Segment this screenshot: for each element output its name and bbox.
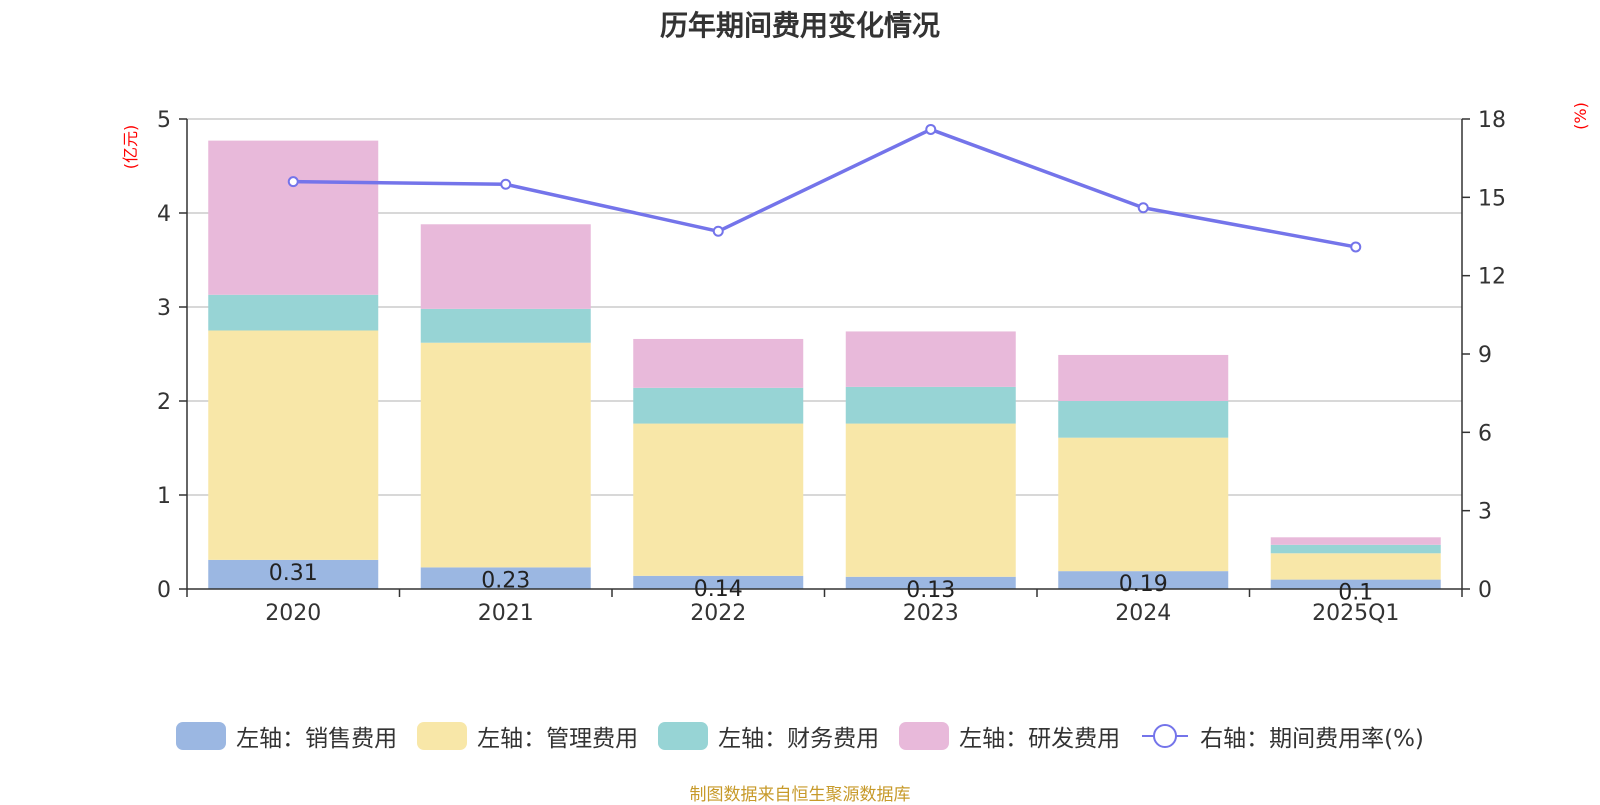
legend-item-rd[interactable]: 左轴：研发费用 [899,719,1120,753]
bars [208,140,1441,589]
bar-sales [208,559,379,589]
left-tick-label: 4 [157,202,171,227]
bar-admin [208,330,379,560]
legend-item-rate[interactable]: 右轴：期间费用率(%) [1140,719,1424,753]
legend-swatch-sales [176,722,227,750]
bar-finance [420,308,591,343]
grid-lines [187,118,1462,496]
rate-point [1137,202,1149,214]
bar-finance [208,294,379,331]
right-axis-unit: (%) [1571,102,1590,130]
bar-rd [420,224,591,309]
bar-sales [1058,571,1229,589]
right-tick-label: 12 [1478,265,1506,290]
rate-point [925,123,937,135]
left-tick-label: 5 [157,108,171,133]
legend-swatch-finance [658,722,709,750]
legend-swatch-admin [417,722,468,750]
x-tick-label: 2023 [903,601,959,626]
bar-sales [420,567,591,589]
bar-finance [633,387,804,424]
rate-line [287,123,1362,253]
rate-point [1350,241,1362,253]
bar-sales [633,575,804,589]
sales-data-label: 0.14 [694,577,743,602]
bar-admin [1270,553,1441,580]
left-tick-label: 1 [157,484,171,509]
legend-label-rate: 右轴：期间费用率(%) [1200,726,1424,752]
legend-item-admin[interactable]: 左轴：管理费用 [417,719,638,753]
data-labels: 0.31 0.23 0.14 0.13 0.19 0.1 [269,561,1373,606]
legend: 左轴：销售费用 左轴：管理费用 左轴：财务费用 左轴：研发费用 右轴：期间费用率… [0,719,1600,753]
right-tick-label: 6 [1478,421,1492,446]
legend-label-admin: 左轴：管理费用 [477,726,639,752]
bar-rd [1270,537,1441,545]
right-tick-label: 0 [1478,578,1492,603]
right-tick-label: 18 [1478,108,1506,133]
chart-title: 历年期间费用变化情况 [659,9,940,42]
sales-data-label: 0.1 [1338,581,1373,606]
bar-finance [845,386,1016,424]
left-tick-label: 3 [157,296,171,321]
right-tick-label: 9 [1478,343,1492,368]
legend-label-finance: 左轴：财务费用 [718,726,880,752]
bar-admin [845,423,1016,577]
left-tick-label: 2 [157,390,171,415]
x-tick-label: 2021 [478,601,534,626]
bar-finance [1058,401,1229,438]
x-tick-label: 2024 [1115,601,1171,626]
legend-label-sales: 左轴：销售费用 [236,726,398,752]
bar-rd [845,331,1016,387]
x-tick-label: 2020 [265,601,321,626]
sales-data-label: 0.13 [906,578,955,603]
x-tick-label: 2025Q1 [1312,601,1399,626]
legend-line-marker-icon [1142,724,1189,748]
sales-data-label: 0.23 [481,568,530,593]
legend-label-rd: 左轴：研发费用 [959,726,1121,752]
left-axis-unit: (亿元) [121,125,140,170]
x-tick-label: 2022 [690,601,746,626]
sales-data-label: 0.31 [269,561,318,586]
legend-item-finance[interactable]: 左轴：财务费用 [658,719,879,753]
legend-swatch-rd [899,722,950,750]
legend-item-sales[interactable]: 左轴：销售费用 [176,719,397,753]
bar-rd [208,140,379,295]
rate-point [712,225,724,237]
bar-admin [420,342,591,568]
rate-polyline [293,127,1357,249]
right-tick-label: 3 [1478,500,1492,525]
bar-sales [1270,579,1441,589]
bar-rd [1058,354,1229,401]
right-tick-label: 15 [1478,186,1506,211]
bar-admin [1058,437,1229,572]
bar-rd [633,338,804,388]
left-tick-label: 0 [157,578,171,603]
bar-admin [633,423,804,576]
rate-point [500,178,512,190]
sales-data-label: 0.19 [1119,572,1168,597]
data-source-note: 制图数据来自恒生聚源数据库 [689,785,911,805]
bar-sales [845,576,1016,589]
bar-finance [1270,544,1441,554]
rate-point [287,176,299,188]
